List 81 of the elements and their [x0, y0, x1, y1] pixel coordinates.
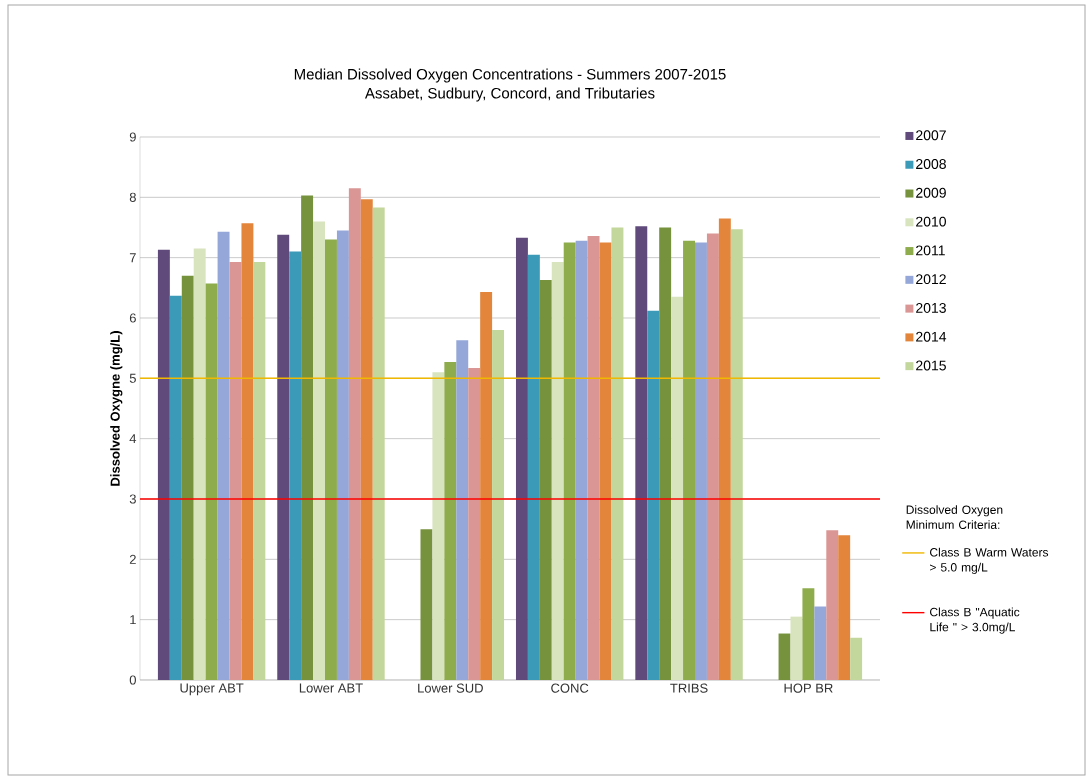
bar — [575, 240, 588, 680]
legend-label: 2014 — [916, 331, 947, 342]
bar — [480, 292, 493, 680]
bar — [193, 248, 206, 680]
y-tick-label: 4 — [129, 434, 137, 444]
bar — [372, 207, 385, 680]
bar — [706, 233, 719, 680]
bar — [456, 340, 469, 680]
x-tick-label: Lower ABT — [299, 683, 363, 693]
y-tick-label: 7 — [129, 253, 136, 263]
bar — [348, 188, 361, 680]
bar — [313, 221, 326, 680]
bar — [301, 195, 314, 680]
bar — [718, 218, 731, 680]
legend-label: 2009 — [916, 187, 946, 198]
bar — [730, 229, 743, 680]
y-tick-label: 0 — [129, 675, 136, 685]
bar — [217, 231, 230, 680]
bar — [253, 261, 266, 680]
bar — [635, 226, 648, 680]
x-tick-label: TRIBS — [670, 683, 708, 693]
bar — [420, 529, 433, 680]
chart-subtitle: Assabet, Sudbury, Concord, and Tributaries — [364, 87, 655, 102]
legend-label: Class B "Aquatic Life " > 3.0mg/L — [930, 607, 1020, 634]
y-tick-label: 9 — [129, 132, 136, 142]
bar — [157, 249, 170, 680]
bar — [360, 199, 373, 680]
y-tick-label: 8 — [129, 192, 136, 202]
bar — [611, 227, 624, 680]
bar — [802, 588, 815, 680]
bar — [492, 330, 505, 680]
x-tick-label: Upper ABT — [180, 683, 244, 696]
y-tick-label: 1 — [130, 615, 136, 625]
legend-label: 2008 — [916, 159, 946, 170]
bar — [659, 227, 672, 680]
bar — [229, 261, 242, 680]
legend-label: 2015 — [916, 360, 946, 371]
x-tick-label: CONC — [551, 683, 589, 693]
bar — [444, 362, 457, 680]
bar — [432, 372, 445, 680]
bar — [671, 296, 684, 680]
text: Dissolved Oxygen Minimum Criteria: — [906, 505, 1003, 529]
y-tick-label: 2 — [129, 554, 136, 564]
bar — [515, 237, 528, 680]
bar — [826, 530, 839, 680]
bar — [325, 239, 337, 680]
legend-label: 2010 — [916, 216, 946, 227]
legend-label: 2013 — [916, 302, 946, 313]
bar — [539, 279, 552, 680]
bar — [814, 606, 827, 680]
bar — [169, 295, 182, 680]
y-tick-label: 6 — [129, 313, 136, 323]
chart-title: Median Dissolved Oxygen Concentrations - Summers 2007-2015 — [294, 68, 726, 83]
bar — [695, 242, 707, 680]
bar — [587, 235, 600, 680]
bar — [778, 633, 791, 680]
bar — [563, 242, 576, 680]
bar — [205, 283, 218, 680]
legend-label: Class B Warm Waters > 5.0 mg/L — [930, 547, 1049, 574]
y-tick-label: 5 — [129, 373, 136, 383]
bar — [277, 234, 290, 680]
legend-label: 2007 — [916, 130, 946, 141]
x-tick-label: Lower SUD — [418, 683, 483, 693]
bar — [551, 261, 564, 680]
legend-label: 2012 — [916, 274, 946, 285]
bar — [647, 310, 660, 680]
y-axis-title: Dissolved Oxygne (mg/L) — [110, 331, 123, 486]
bar — [838, 535, 851, 680]
x-tick-label: HOP BR — [784, 683, 833, 693]
bar — [468, 368, 481, 680]
bar — [683, 240, 695, 680]
bar — [850, 637, 863, 680]
bar — [790, 616, 803, 680]
bar — [289, 251, 302, 680]
bar — [599, 242, 612, 680]
y-tick-label: 3 — [129, 494, 136, 504]
bar — [181, 275, 194, 680]
bar — [336, 230, 349, 680]
legend-label: 2011 — [916, 245, 945, 256]
bar — [527, 254, 540, 680]
bar — [241, 223, 254, 680]
